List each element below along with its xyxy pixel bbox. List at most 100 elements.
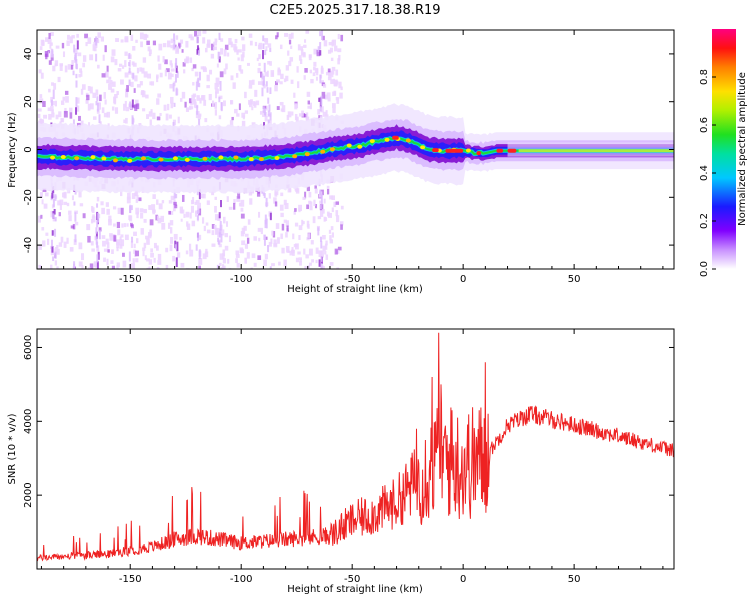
spectrogram-noise-cell	[146, 114, 149, 119]
spectrogram-noise-cell	[304, 266, 308, 269]
spectrogram-noise-cell	[253, 102, 257, 108]
spectrogram-noise-cell	[61, 118, 65, 123]
spectrogram-noise-cell	[330, 57, 334, 62]
spectrogram-noise-cell	[294, 208, 297, 212]
spectrogram-streak-cell	[98, 230, 101, 240]
spectrogram-noise-cell	[56, 248, 60, 255]
spectrogram-noise-cell	[82, 55, 87, 62]
spectrogram-noise-cell	[264, 37, 268, 42]
spectrogram-noise-cell	[135, 258, 139, 263]
spectrogram-streak-cell	[95, 236, 98, 245]
spectrogram-noise-cell	[266, 70, 269, 77]
spectrogram-streak-cell	[319, 189, 322, 195]
spectrogram-noise-cell	[304, 191, 307, 199]
spectrogram-noise-cell	[220, 48, 224, 55]
spectrogram-noise-cell	[168, 200, 173, 204]
spectrogram-noise-cell	[149, 119, 152, 126]
spectrogram-noise-cell	[63, 191, 67, 199]
spectrogram-noise-cell	[259, 111, 263, 115]
spectrogram-noise-cell	[167, 72, 172, 80]
spectrogram-noise-cell	[50, 105, 54, 112]
spectrogram-streak-cell	[175, 58, 178, 67]
spectrogram-noise-cell	[195, 199, 200, 204]
spectrogram-noise-cell	[120, 207, 124, 215]
spectrogram-noise-cell	[199, 97, 202, 104]
spectrogram-noise-cell	[91, 205, 94, 212]
spectrogram-y-label: Frequency (Hz)	[7, 112, 18, 188]
snr-marks	[37, 332, 674, 562]
spectrogram-noise-cell	[321, 265, 325, 269]
spectrogram-noise-cell	[200, 66, 205, 70]
spectrogram-noise-cell	[234, 38, 238, 44]
spectrogram-noise-cell	[135, 207, 139, 215]
spectrogram-noise-cell	[236, 113, 240, 117]
spectrogram-noise-cell	[122, 252, 125, 257]
spectrogram-noise-cell	[40, 72, 44, 79]
spectrogram-noise-cell	[141, 90, 145, 95]
spectrogram-noise-cell	[41, 40, 45, 46]
spectrogram-noise-cell	[225, 221, 229, 227]
spectrogram-streak-cell	[73, 44, 76, 53]
spectrogram-noise-cell	[111, 81, 116, 87]
spectrogram-noise-cell	[169, 211, 174, 215]
spectrogram-noise-cell	[117, 68, 122, 72]
spectrogram-noise-cell	[333, 201, 337, 208]
spectrogram-peak-blob	[384, 137, 390, 142]
spectrogram-noise-cell	[37, 113, 41, 119]
spectrogram-noise-cell	[275, 223, 280, 229]
spectrogram-streak-cell	[74, 189, 77, 195]
spectrogram-noise-cell	[157, 93, 162, 98]
spectrogram-x-tick-label: 0	[460, 274, 466, 285]
spectrogram-streak-cell	[96, 96, 99, 102]
spectrogram-noise-cell	[228, 38, 232, 45]
spectrogram-streak-cell	[266, 87, 269, 93]
spectrogram-noise-cell	[51, 82, 54, 86]
spectrogram-noise-cell	[270, 70, 275, 77]
spectrogram-noise-cell	[340, 205, 344, 210]
spectrogram-noise-cell	[224, 233, 228, 238]
spectrogram-noise-cell	[126, 85, 129, 92]
spectrogram-noise-cell	[271, 263, 275, 267]
spectrogram-streak-cell	[54, 228, 57, 237]
spectrogram-noise-cell	[165, 68, 170, 73]
spectrogram-noise-cell	[330, 70, 334, 78]
spectrogram-noise-cell	[67, 64, 72, 70]
spectrogram-noise-cell	[149, 219, 154, 226]
spectrogram-noise-cell	[39, 98, 44, 104]
spectrogram-streak-cell	[175, 193, 178, 199]
spectrogram-noise-cell	[46, 238, 50, 245]
spectrogram-streak-cell	[219, 80, 222, 91]
spectrogram-noise-cell	[254, 89, 258, 97]
spectrogram-streak-cell	[196, 45, 199, 51]
spectrogram-noise-cell	[170, 38, 174, 44]
spectrogram-noise-cell	[175, 47, 180, 54]
spectrogram-noise-cell	[327, 49, 332, 54]
spectrogram-noise-cell	[328, 70, 332, 76]
spectrogram-streak-cell	[128, 67, 131, 74]
spectrogram-streak-cell	[96, 261, 99, 269]
spectrogram-noise-cell	[253, 262, 257, 267]
spectrogram-noise-cell	[55, 45, 60, 49]
spectrogram-noise-cell	[69, 36, 73, 44]
spectrogram-noise-cell	[114, 59, 118, 66]
spectrogram-noise-cell	[326, 188, 330, 195]
spectrogram-noise-cell	[270, 238, 273, 244]
spectrogram-streak-cell	[269, 87, 272, 95]
spectrogram-noise-cell	[88, 122, 91, 127]
spectrogram-noise-cell	[193, 101, 197, 108]
spectrogram-streak-cell	[98, 114, 101, 124]
spectrogram-noise-cell	[44, 51, 49, 57]
spectrogram-noise-cell	[324, 250, 327, 255]
spectrogram-noise-cell	[320, 106, 324, 113]
spectrogram-noise-cell	[181, 194, 185, 202]
spectrogram-noise-cell	[309, 201, 313, 207]
spectrogram-noise-cell	[315, 259, 318, 264]
spectrogram-streak-cell	[219, 228, 222, 235]
spectrogram-noise-cell	[149, 229, 152, 237]
spectrogram-peak-blob	[60, 154, 66, 159]
spectrogram-streak-cell	[51, 246, 54, 253]
spectrogram-noise-cell	[215, 88, 219, 94]
spectrogram-noise-cell	[64, 90, 69, 95]
spectrogram-noise-cell	[309, 102, 312, 110]
spectrogram-noise-cell	[110, 56, 115, 63]
